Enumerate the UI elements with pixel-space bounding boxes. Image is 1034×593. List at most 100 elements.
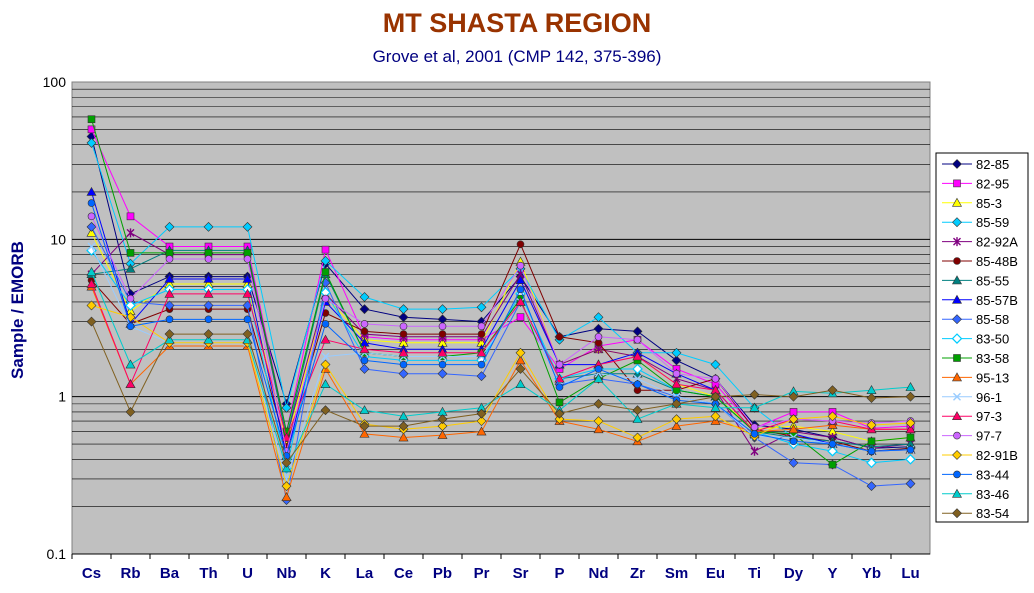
gridlines [72,88,930,555]
data-point [437,414,448,425]
data-point [749,402,760,412]
data-point [632,363,643,375]
data-point [359,364,370,374]
data-point [953,237,961,247]
data-point [437,368,448,379]
data-point [555,398,564,407]
data-point [476,347,487,357]
data-point [952,217,962,228]
x-category-label: Sr [513,565,529,582]
data-point [516,285,525,294]
legend-label: 85-55 [976,273,1009,288]
data-point [126,294,135,303]
series-line [91,226,911,501]
data-point [516,240,525,249]
data-point [242,273,253,283]
data-point [905,418,916,428]
data-point [953,354,961,362]
data-point [359,405,370,415]
legend-item: 85-59 [942,215,1009,230]
legend-label: 82-95 [976,176,1009,191]
data-point [125,359,136,369]
data-point [905,391,916,402]
data-point [515,379,526,389]
data-point [204,315,213,324]
data-point [866,393,877,403]
data-point [555,383,564,391]
y-tick-label: 100 [43,74,67,90]
data-point [86,300,97,311]
data-point [866,481,877,492]
series-97-7 [87,212,915,456]
data-point [86,221,97,232]
data-point [281,491,292,501]
x-category-label: U [242,565,253,582]
data-point [87,212,96,221]
series-line [91,202,911,458]
data-point [203,329,214,339]
legend-label: 83-44 [976,467,1009,482]
x-category-label: Y [827,565,837,582]
series-83-46 [86,266,916,473]
x-category-label: Eu [706,565,725,582]
legend-item: 85-3 [942,196,1002,211]
x-category-label: Nb [277,565,297,582]
legend-item: 83-44 [942,467,1009,482]
data-point [203,221,214,232]
legend-label: 83-46 [976,487,1009,502]
legend-label: 82-92A [976,235,1018,250]
data-point [399,330,408,338]
data-point [399,322,408,331]
data-point [671,355,682,366]
data-point [476,408,487,419]
x-category-label: Cs [82,565,101,582]
data-point [359,304,370,315]
data-point [671,398,682,409]
data-point [515,347,526,358]
legend-label: 85-48B [976,254,1018,269]
data-point [398,304,409,315]
data-point [320,405,331,416]
data-point [710,411,721,422]
data-point [438,322,447,331]
data-point [632,326,643,337]
legend-item: 85-48B [942,254,1018,269]
data-point [321,268,330,276]
series-83-54 [86,316,916,468]
data-point [867,437,876,446]
series-line [91,232,911,452]
chart-title: MT SHASTA REGION [382,8,652,38]
series-line [91,216,911,452]
y-axis-ticks: 0.1 1 10 100 [43,74,67,562]
legend-item: 97-3 [942,409,1002,424]
data-point [951,333,963,344]
data-point [953,179,961,188]
data-point [360,320,369,328]
legend-label: 83-54 [976,506,1009,521]
data-point [671,347,682,358]
legend: 82-85 82-95 85-3 85-59 82-92A 85-48B 85-55 85-5… [942,157,1018,521]
data-point [126,228,135,238]
data-point [164,329,175,339]
data-point [905,382,916,391]
data-point [360,327,369,336]
data-point [905,424,916,434]
data-point [87,199,96,207]
data-point [476,426,487,436]
data-point [204,255,213,263]
series-line [91,321,911,464]
data-point [165,315,174,324]
legend-item: 85-55 [942,273,1009,288]
data-point [515,296,526,306]
y-tick-label: 1 [58,389,66,405]
data-point [710,359,721,370]
data-point [951,411,963,421]
data-point [952,450,962,460]
legend-label: 97-3 [976,409,1002,424]
data-point [906,433,915,442]
data-point [87,125,96,134]
data-point [398,421,409,432]
data-point [788,457,799,468]
data-point [242,221,253,232]
